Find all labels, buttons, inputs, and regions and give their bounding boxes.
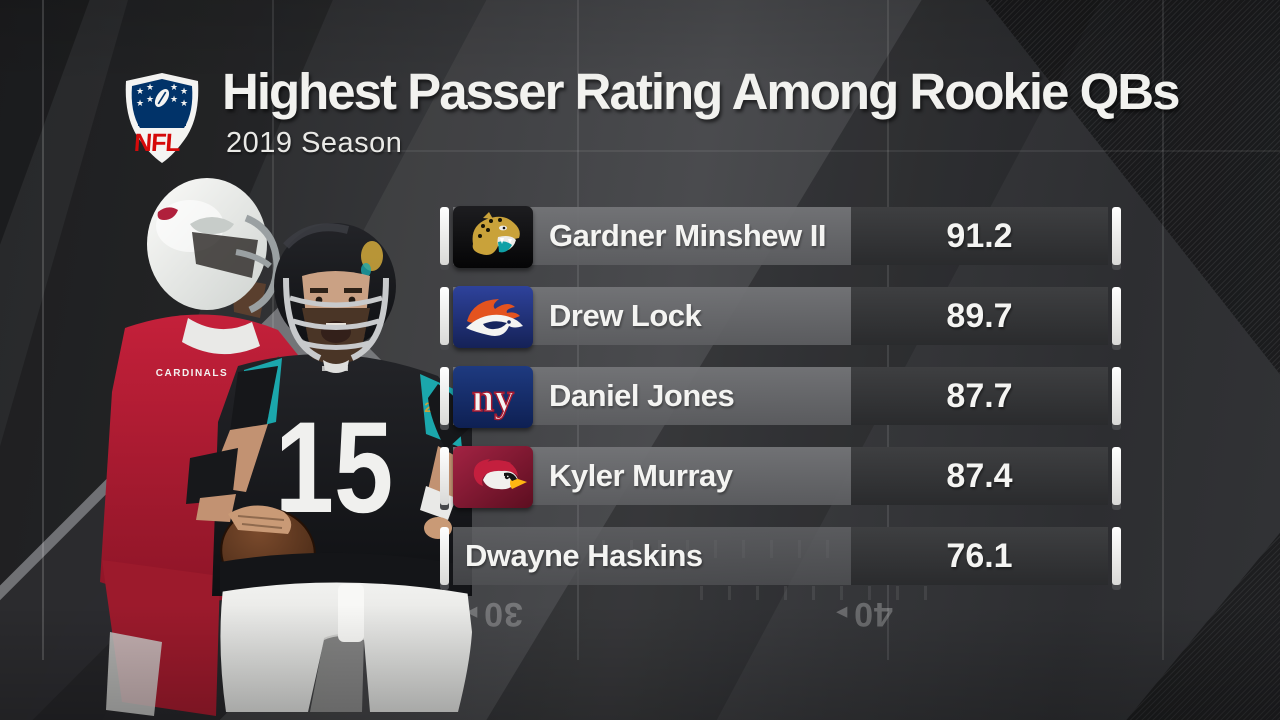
rating-value: 89.7 <box>946 297 1012 336</box>
left-bracket <box>440 207 449 265</box>
new-york-giants-logo: ny <box>453 366 533 428</box>
rating-cell: 91.2 <box>851 207 1108 265</box>
arizona-cardinals-logo <box>453 446 533 508</box>
rating-cell: 87.7 <box>851 367 1108 425</box>
rating-value: 91.2 <box>946 217 1012 256</box>
svg-text:★: ★ <box>180 86 188 96</box>
svg-text:★: ★ <box>170 94 178 104</box>
page-title: Highest Passer Rating Among Rookie QBs <box>222 62 1180 121</box>
yard-line <box>1162 0 1164 660</box>
gardner-minshew-figure: 25 15 <box>186 223 472 712</box>
players-photo: CARDINALS 25 15 <box>100 178 472 716</box>
denver-broncos-logo <box>453 286 533 348</box>
player-name: Dwayne Haskins <box>453 538 703 574</box>
table-row-murray: Kyler Murray 87.4 <box>440 446 1122 508</box>
table-row-minshew: Gardner Minshew II <box>440 206 1122 268</box>
rating-cell: 76.1 <box>851 527 1108 585</box>
rating-cell: 87.4 <box>851 447 1108 505</box>
svg-text:★: ★ <box>136 86 144 96</box>
svg-text:★: ★ <box>146 94 154 104</box>
left-bracket <box>440 287 449 345</box>
player-name: Kyler Murray <box>453 458 733 494</box>
jacksonville-jaguars-logo <box>453 206 533 268</box>
page-subtitle: 2019 Season <box>226 127 402 160</box>
left-bracket <box>440 367 449 425</box>
rating-value: 87.7 <box>946 377 1012 416</box>
svg-text:ny: ny <box>472 375 514 420</box>
svg-text:★: ★ <box>146 82 154 92</box>
left-bracket <box>440 447 449 505</box>
right-bracket <box>1112 287 1121 345</box>
right-bracket <box>1112 207 1121 265</box>
player-name: Daniel Jones <box>453 378 735 414</box>
passer-rating-leaderboard: Gardner Minshew II <box>440 206 1122 606</box>
svg-text:NFL: NFL <box>133 129 181 157</box>
svg-text:★: ★ <box>180 98 188 108</box>
right-bracket <box>1112 367 1121 425</box>
right-bracket <box>1112 527 1121 585</box>
table-row-haskins: Dwayne Haskins 76.1 <box>440 526 1122 586</box>
hash-marks <box>700 586 952 600</box>
nfl-shield-icon: ★★ ★★ ★★ ★★ NFL <box>125 73 199 163</box>
rating-cell: 89.7 <box>851 287 1108 345</box>
left-bracket <box>440 527 449 585</box>
table-row-lock: Drew Lock 89.7 <box>440 286 1122 348</box>
svg-text:CARDINALS: CARDINALS <box>156 368 228 379</box>
rating-value: 76.1 <box>946 537 1012 576</box>
svg-text:★: ★ <box>136 98 144 108</box>
table-row-jones: Daniel Jones ny 87.7 <box>440 366 1122 428</box>
right-bracket <box>1112 447 1121 505</box>
rating-value: 87.4 <box>946 457 1012 496</box>
yard-line <box>42 0 44 660</box>
field-line <box>370 150 1280 152</box>
svg-text:★: ★ <box>170 82 178 92</box>
player-name: Drew Lock <box>453 298 702 334</box>
player-name: Gardner Minshew II <box>453 218 826 254</box>
player-name-cell: Dwayne Haskins <box>453 527 851 585</box>
